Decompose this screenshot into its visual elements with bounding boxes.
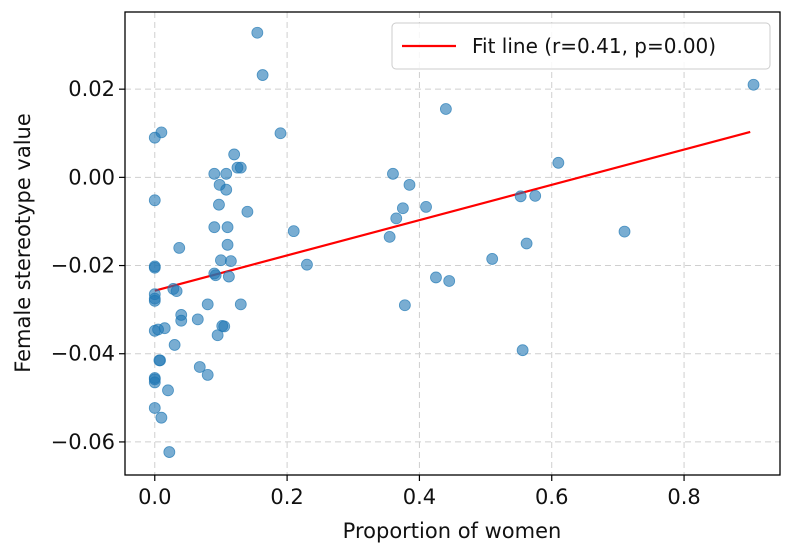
data-point (224, 255, 237, 268)
legend: Fit line (r=0.41, p=0.00) (391, 22, 771, 70)
data-point (618, 225, 631, 238)
y-tick-label: 0.02 (68, 77, 115, 101)
fit-line (154, 130, 751, 292)
grid (125, 12, 780, 475)
legend-fit-line-label: Fit line (r=0.41, p=0.00) (472, 34, 716, 58)
data-point (148, 194, 161, 207)
data-point (220, 183, 233, 196)
x-tick-label: 0.4 (403, 485, 436, 509)
y-axis-ticks: 0.02 0.00 −0.02 −0.04 −0.06 (51, 77, 125, 454)
data-point (170, 285, 183, 298)
data-point (215, 254, 227, 267)
data-point (148, 376, 161, 389)
data-point (241, 205, 254, 218)
data-point (256, 69, 269, 81)
data-point (211, 329, 224, 342)
plot-frame (124, 11, 781, 476)
data-point (443, 275, 456, 287)
data-point (208, 221, 221, 234)
data-point (220, 167, 233, 180)
data-points (148, 26, 760, 458)
data-point (234, 161, 247, 174)
data-point (520, 237, 533, 250)
x-tick-label: 0.2 (270, 485, 303, 509)
data-point (390, 212, 403, 225)
data-point (747, 78, 760, 91)
y-tick-label: 0.00 (68, 165, 115, 189)
data-point (420, 201, 432, 213)
data-point (163, 446, 176, 458)
y-tick-label: −0.04 (51, 342, 115, 366)
x-axis-ticks: 0.0 0.2 0.4 0.6 0.8 (138, 475, 701, 509)
data-point (155, 411, 168, 424)
x-tick-label: 0.6 (535, 485, 568, 509)
data-point (191, 313, 204, 326)
data-point (234, 298, 247, 311)
data-point (439, 103, 452, 115)
data-point (168, 339, 181, 351)
data-point (552, 156, 565, 169)
data-point (228, 148, 241, 161)
x-axis-label: Proportion of women (343, 519, 562, 543)
data-point (529, 189, 542, 202)
data-point (430, 271, 442, 284)
data-point (383, 230, 396, 243)
data-point (162, 384, 174, 397)
data-point (301, 258, 313, 271)
data-point (201, 298, 214, 311)
data-point (158, 322, 171, 335)
y-axis-label: Female stereotype value (11, 113, 35, 373)
data-point (398, 299, 411, 312)
y-tick-label: −0.02 (51, 254, 115, 278)
data-point (209, 269, 222, 282)
data-point (221, 238, 234, 251)
data-point (193, 361, 206, 373)
data-point (486, 253, 499, 265)
data-point (514, 190, 527, 203)
data-point (287, 225, 300, 238)
data-point (154, 354, 166, 367)
data-point (148, 261, 161, 274)
data-point (148, 294, 161, 307)
data-point (218, 320, 231, 333)
y-tick-label: −0.06 (51, 430, 115, 454)
data-point (403, 178, 416, 191)
data-point (516, 344, 529, 357)
data-point (201, 369, 214, 381)
data-point (213, 198, 225, 211)
legend-box (391, 22, 771, 70)
x-tick-label: 0.8 (667, 485, 700, 509)
data-point (396, 202, 409, 215)
data-point (173, 242, 186, 254)
data-point (387, 167, 399, 180)
data-point (175, 314, 188, 327)
data-point (274, 127, 287, 140)
data-point (155, 126, 168, 139)
fit-line-group (154, 130, 751, 292)
data-point (221, 221, 234, 234)
data-point (251, 26, 264, 39)
data-point (222, 270, 235, 283)
data-point (148, 402, 161, 414)
x-tick-label: 0.0 (138, 485, 171, 509)
data-point (208, 167, 221, 180)
